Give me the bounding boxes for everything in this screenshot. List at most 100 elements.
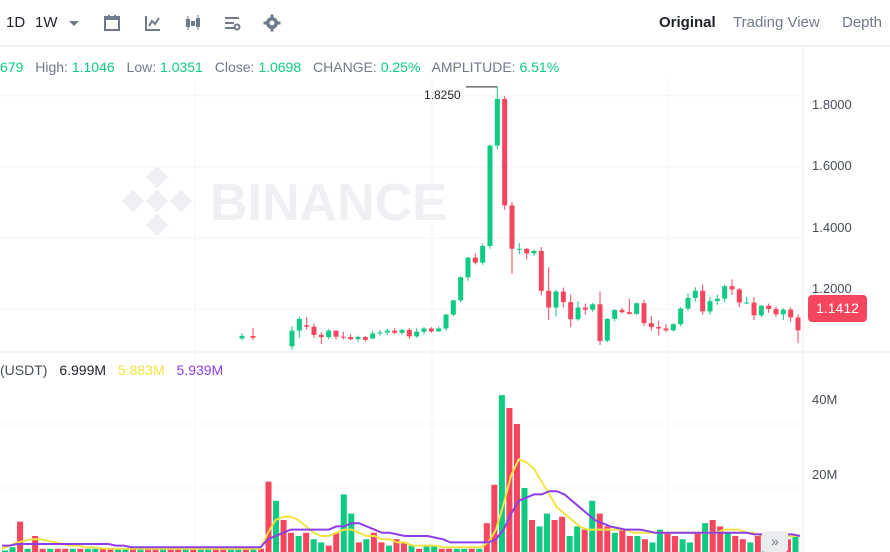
indicator-icon[interactable] — [143, 13, 163, 33]
interval-1d-button[interactable]: 1D — [6, 14, 26, 31]
candle-body — [604, 318, 610, 341]
volume-bar — [431, 545, 438, 552]
volume-bar — [77, 548, 84, 552]
volume-bar — [273, 500, 280, 552]
gear-icon[interactable] — [262, 13, 282, 33]
volume-bar — [446, 548, 453, 552]
volume-bar — [333, 532, 340, 552]
candle-body — [458, 277, 464, 301]
volume-bar — [318, 542, 325, 552]
volume-bar — [363, 539, 370, 552]
candle-body — [670, 324, 676, 331]
volume-bar — [190, 548, 197, 552]
chevron-down-icon[interactable] — [64, 13, 84, 33]
close-value: 1.0698 — [258, 59, 302, 75]
volume-bar — [551, 520, 558, 552]
candle-body — [377, 332, 383, 334]
volume-unit-label: (USDT) — [0, 362, 48, 378]
volume-bar — [581, 529, 588, 552]
calendar-icon[interactable] — [102, 13, 122, 33]
low-value: 1.0351 — [160, 59, 203, 75]
candlestick-icon[interactable] — [183, 13, 203, 33]
candle-body — [538, 250, 544, 291]
volume-bar — [619, 529, 626, 552]
settings-list-icon[interactable] — [222, 13, 242, 33]
volume-bar — [145, 548, 152, 552]
volume-bar — [491, 484, 498, 552]
volume-bar — [175, 548, 182, 552]
volume-bar — [250, 548, 257, 552]
amplitude-label: AMPLITUDE: — [431, 59, 516, 75]
volume-bar — [559, 516, 566, 552]
volume-value: 6.999M — [59, 362, 107, 378]
candle-body — [678, 308, 684, 325]
volume-bar — [739, 539, 746, 552]
candle-body — [560, 291, 566, 303]
volume-bar — [235, 548, 242, 552]
volume-bar — [544, 513, 551, 552]
candle-body — [626, 312, 632, 314]
candle-body — [421, 328, 427, 332]
volume-bar — [694, 532, 701, 552]
volume-bar — [378, 542, 385, 552]
price-axis-label: 1.2000 — [812, 281, 852, 296]
volume-bar — [242, 548, 249, 552]
candle-body — [714, 298, 720, 302]
volume-bar — [423, 545, 430, 552]
volume-bar — [461, 548, 468, 552]
volume-bar — [17, 521, 24, 552]
chart-grid — [0, 45, 890, 552]
volume-bar — [227, 548, 234, 552]
volume-bar — [9, 547, 16, 552]
candle-body — [304, 325, 310, 327]
volume-axis-label: 20M — [812, 467, 838, 482]
volume-bar — [340, 494, 347, 552]
candle-body — [487, 145, 493, 246]
candle-body — [612, 310, 618, 319]
volume-bar — [649, 542, 656, 552]
volume-bar — [24, 548, 31, 552]
candle-body — [239, 335, 245, 339]
volume-bar — [355, 542, 362, 552]
volume-bar — [401, 542, 408, 552]
tab-depth[interactable]: Depth — [842, 14, 883, 31]
candle-body — [656, 327, 662, 329]
volume-bar — [2, 550, 9, 552]
candle-body — [722, 286, 728, 299]
price-axis-label: 1.6000 — [812, 158, 852, 173]
tab-original[interactable]: Original — [659, 14, 716, 31]
volume-bar — [39, 548, 46, 552]
candle-body — [436, 328, 442, 332]
volume-bar — [589, 500, 596, 552]
candle-body — [494, 98, 500, 146]
candle-body — [780, 309, 786, 315]
candle-body — [751, 302, 757, 316]
volume-bar — [84, 548, 91, 552]
volume-bar — [536, 526, 543, 552]
price-axis-label: 1.8000 — [812, 97, 852, 112]
volume-bar — [754, 536, 761, 552]
volume-bar — [370, 532, 377, 552]
volume-bar — [160, 548, 167, 552]
volume-bar — [513, 424, 520, 552]
volume-bar — [521, 488, 528, 552]
candle-body — [553, 291, 559, 308]
candle-body — [619, 310, 625, 313]
candle-body — [399, 329, 405, 333]
candle-body — [700, 290, 706, 312]
volume-bar — [528, 520, 536, 552]
volume-bar — [724, 532, 731, 552]
candle-body — [355, 337, 361, 340]
candle-body — [707, 301, 713, 312]
candle-body — [333, 330, 339, 337]
candle-body — [509, 205, 515, 249]
candle-body — [472, 257, 478, 263]
interval-1w-button[interactable]: 1W — [35, 14, 58, 31]
candle-body — [692, 290, 698, 298]
close-label: Close: — [214, 59, 255, 75]
tab-trading-view[interactable]: Trading View — [733, 14, 820, 31]
scroll-to-latest-button[interactable]: » — [762, 531, 788, 552]
candle-body — [773, 308, 779, 315]
volume-bar — [664, 532, 671, 552]
